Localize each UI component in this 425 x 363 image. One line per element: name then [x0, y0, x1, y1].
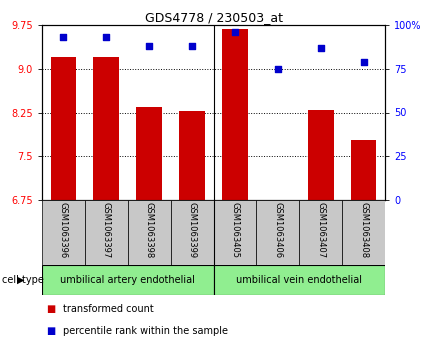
Bar [94, 57, 119, 200]
Text: GSM1063398: GSM1063398 [144, 202, 154, 258]
Point [103, 34, 110, 40]
Bar [85, 200, 128, 265]
Bar [170, 200, 213, 265]
Bar [256, 200, 299, 265]
Bar [51, 57, 76, 200]
Bar [299, 200, 342, 265]
Bar [265, 200, 291, 206]
Bar [213, 200, 256, 265]
Bar [351, 140, 377, 200]
Bar [222, 29, 248, 200]
Text: ■: ■ [46, 304, 56, 314]
Text: GSM1063406: GSM1063406 [273, 202, 282, 258]
Text: cell type: cell type [2, 275, 44, 285]
Point [232, 29, 238, 35]
Text: GSM1063407: GSM1063407 [316, 202, 325, 258]
Bar [128, 200, 170, 265]
Point [275, 66, 281, 72]
Bar [308, 110, 334, 200]
Point [146, 43, 153, 49]
Text: GSM1063399: GSM1063399 [187, 202, 196, 258]
Bar [213, 265, 385, 295]
Bar [136, 107, 162, 200]
Text: umbilical vein endothelial: umbilical vein endothelial [236, 275, 362, 285]
Point [360, 59, 367, 65]
Text: GSM1063405: GSM1063405 [230, 202, 239, 258]
Text: GSM1063397: GSM1063397 [102, 202, 111, 258]
Text: GSM1063396: GSM1063396 [59, 202, 68, 258]
Text: ■: ■ [46, 326, 56, 336]
Text: transformed count: transformed count [63, 304, 154, 314]
Point [189, 43, 196, 49]
Text: GSM1063408: GSM1063408 [359, 202, 368, 258]
Text: umbilical artery endothelial: umbilical artery endothelial [60, 275, 195, 285]
Title: GDS4778 / 230503_at: GDS4778 / 230503_at [144, 11, 283, 24]
Bar [42, 265, 213, 295]
Text: percentile rank within the sample: percentile rank within the sample [63, 326, 228, 336]
Point [317, 45, 324, 51]
Point [60, 34, 67, 40]
Bar [179, 111, 205, 200]
Text: ▶: ▶ [17, 275, 24, 285]
Bar [42, 200, 85, 265]
Bar [342, 200, 385, 265]
